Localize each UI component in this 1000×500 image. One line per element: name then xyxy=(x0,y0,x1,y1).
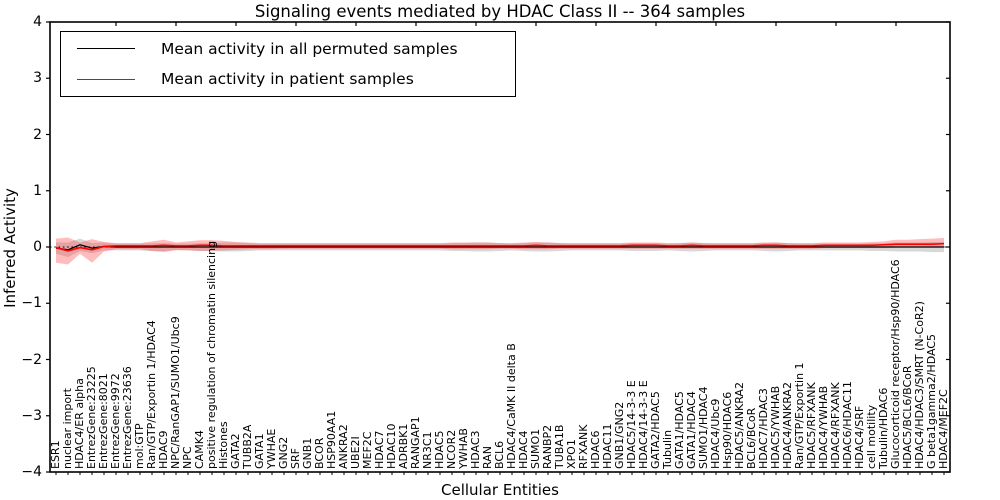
legend-item-permuted: Mean activity in all permuted samples xyxy=(61,35,515,63)
chart-title: Signaling events mediated by HDAC Class … xyxy=(254,2,746,21)
x-axis-label: Cellular Entities xyxy=(441,481,559,499)
legend-item-patient: Mean activity in patient samples xyxy=(61,65,515,93)
y-tick-label: 3 xyxy=(33,70,42,87)
legend-label-permuted: Mean activity in all permuted samples xyxy=(161,39,458,58)
y-tick-label: −4 xyxy=(21,464,42,480)
legend: Mean activity in all permuted samples Me… xyxy=(60,31,516,97)
y-tick-label: 2 xyxy=(33,126,42,143)
y-tick-label: −1 xyxy=(21,295,42,312)
permuted-line-swatch-icon xyxy=(77,48,135,50)
y-tick-label: −3 xyxy=(21,407,42,424)
y-tick-label: 0 xyxy=(33,239,42,255)
x-tick-label: HDAC4/MEF2C xyxy=(937,389,950,469)
legend-label-patient: Mean activity in patient samples xyxy=(161,70,414,89)
y-tick-label: 1 xyxy=(33,182,42,199)
y-tick-label: 4 xyxy=(33,14,42,30)
patient-line-swatch-icon xyxy=(77,78,135,80)
y-tick-label: −2 xyxy=(21,351,42,368)
